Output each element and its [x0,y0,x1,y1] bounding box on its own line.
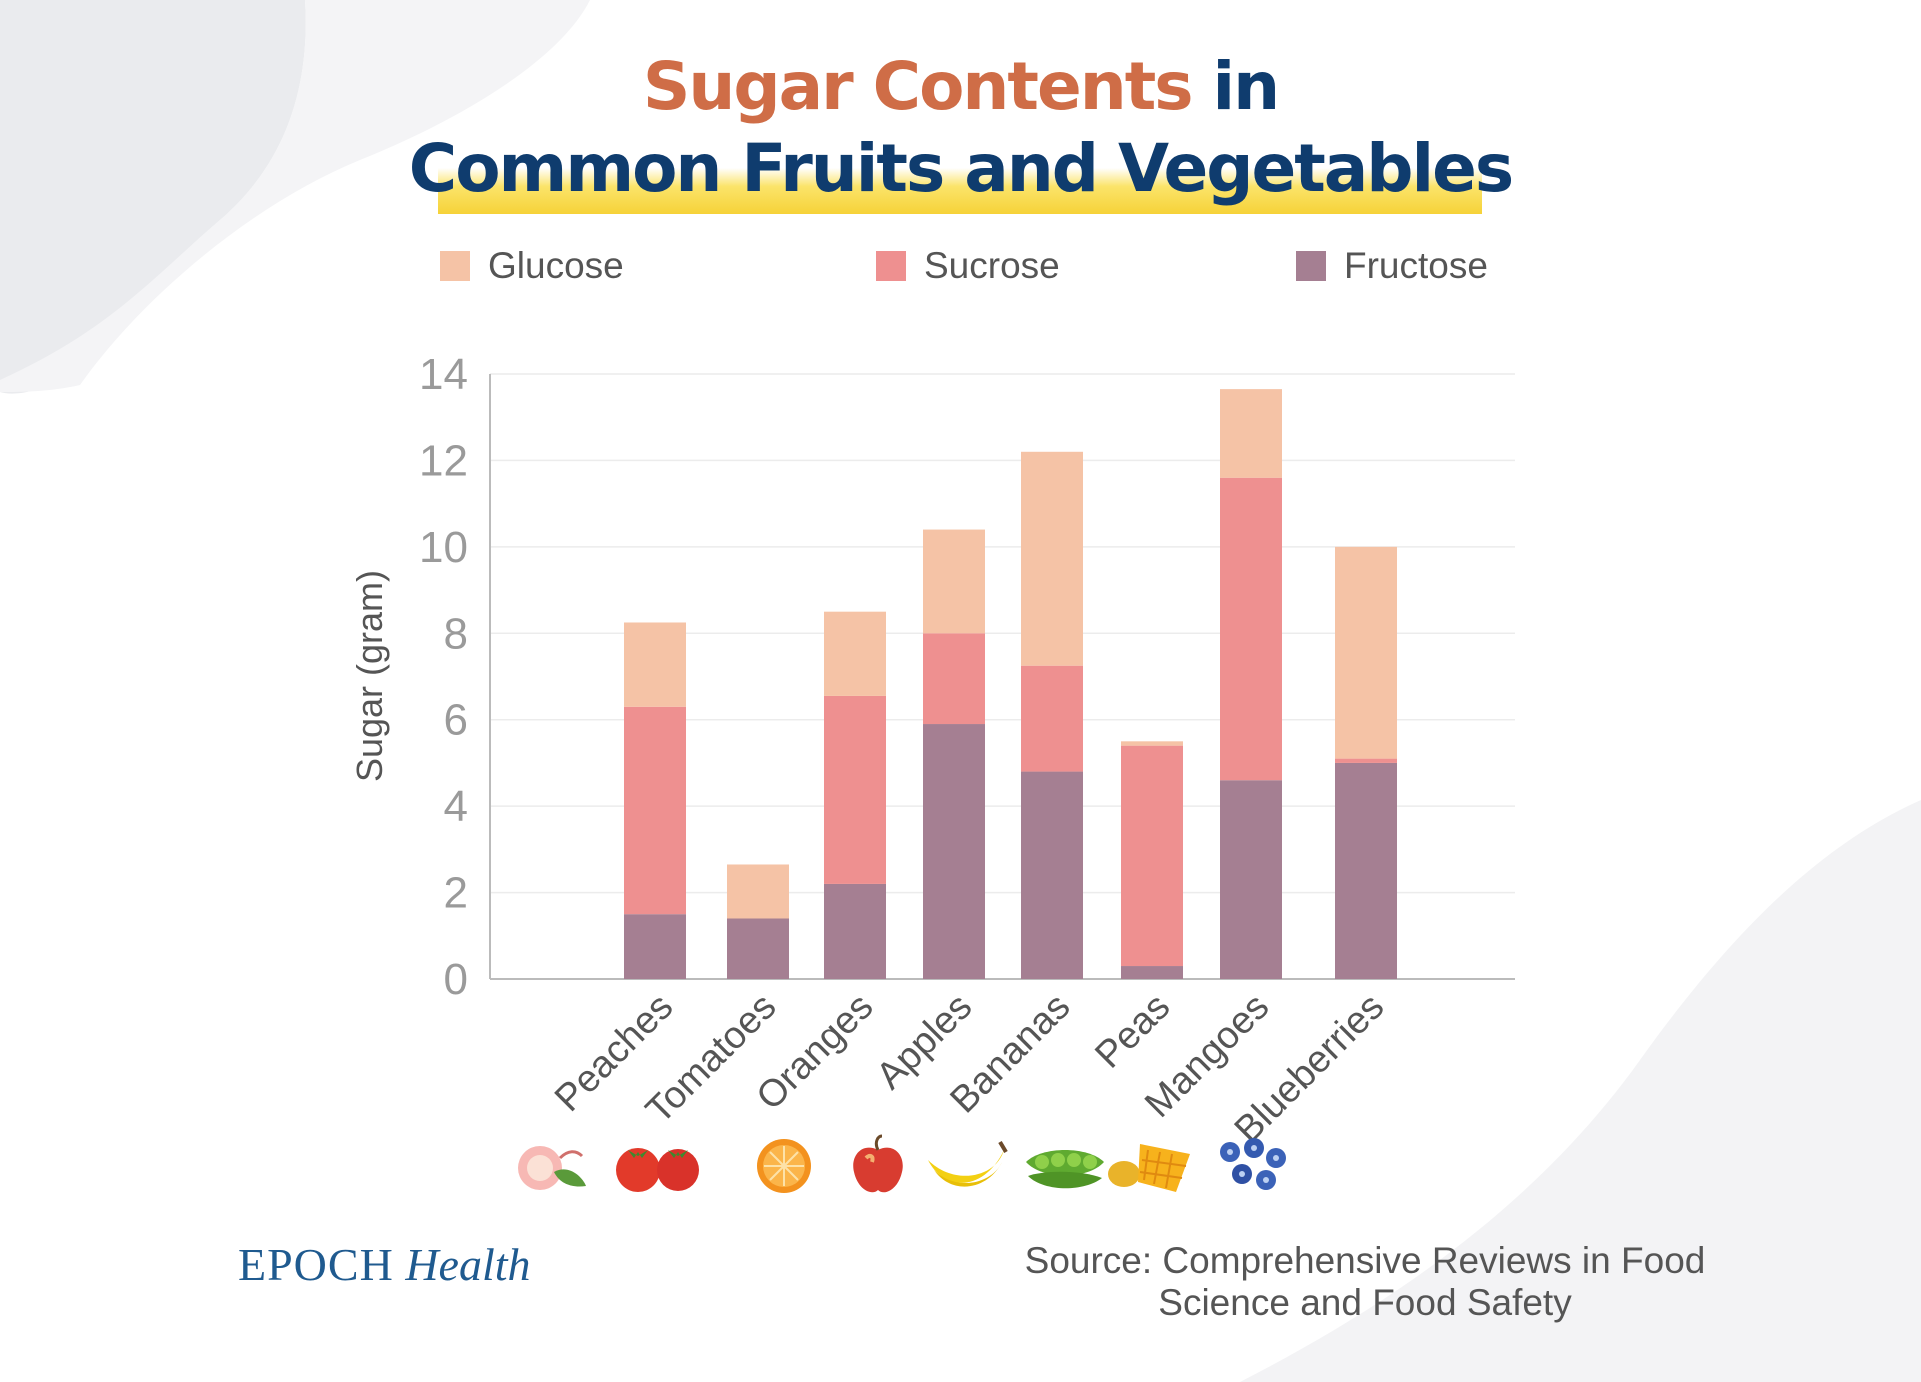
legend-item-glucose: Glucose [440,244,624,288]
bar-fructose-oranges [824,883,886,979]
bar-sucrose-oranges [824,695,886,884]
bar-sucrose-apples [923,633,985,725]
brand-logo-part2: Health [405,1239,531,1290]
legend-item-sucrose: Sucrose [876,244,1060,288]
bar-glucose-blueberries [1335,546,1397,759]
source-line2: Science and Food Safety [1158,1282,1572,1323]
y-tick-label: 10 [419,523,468,572]
x-tick-label: Peas [1087,986,1178,1077]
bar-fructose-blueberries [1335,762,1397,979]
title-highlight-bar [438,168,1482,214]
bar-sucrose-bananas [1021,665,1083,772]
bar-sucrose-peas [1121,745,1183,967]
title-accent-text: Sugar Contents [642,48,1194,125]
banana-icon [928,1140,1008,1187]
legend-swatch-sucrose [876,251,906,281]
bar-sucrose-blueberries [1335,758,1397,763]
y-tick-label: 14 [419,350,468,399]
peach-icon [518,1146,586,1190]
bar-fructose-apples [923,724,985,979]
legend-swatch-fructose [1296,251,1326,281]
legend-label-fructose: Fructose [1344,245,1488,286]
legend-label-glucose: Glucose [488,245,624,286]
bar-sucrose-mangoes [1220,477,1282,781]
y-tick-label: 8 [444,609,468,658]
y-tick-label: 2 [444,869,468,918]
y-tick-label: 12 [419,436,468,485]
blueberry-icon [1220,1138,1286,1190]
legend-item-fructose: Fructose [1296,244,1488,288]
bar-fructose-tomatoes [727,918,789,979]
bar-glucose-mangoes [1220,389,1282,478]
y-tick-label: 0 [444,955,468,1004]
source-note: Source: Comprehensive Reviews in Food Sc… [1000,1240,1730,1324]
y-axis-title: Sugar (gram) [349,570,390,782]
tomato-icon [616,1148,699,1192]
peas-icon [1026,1150,1104,1189]
bar-fructose-peas [1121,966,1183,979]
bar-glucose-peas [1121,741,1183,746]
mango-icon [1108,1144,1190,1192]
chart-title-line2: Common Fruits and Vegetables [408,130,1514,207]
bar-sucrose-peaches [624,706,686,915]
orange-icon [757,1139,811,1193]
source-line1: Source: Comprehensive Reviews in Food [1024,1240,1706,1281]
title-rest-text: in [1191,48,1281,125]
brand-logo-part1: EPOCH [238,1239,394,1290]
bar-glucose-apples [923,529,985,634]
bar-fructose-mangoes [1220,780,1282,979]
y-tick-label: 4 [444,782,468,831]
bar-glucose-oranges [824,611,886,696]
chart-title-line1: Sugar Contents in [0,48,1921,125]
bar-glucose-bananas [1021,451,1083,666]
y-tick-label: 6 [444,696,468,745]
bar-glucose-peaches [624,622,686,707]
legend-swatch-glucose [440,251,470,281]
legend-label-sucrose: Sucrose [924,245,1060,286]
brand-logo: EPOCH Health [238,1238,531,1291]
apple-icon [853,1134,903,1193]
bar-fructose-peaches [624,914,686,979]
bar-fructose-bananas [1021,771,1083,979]
bar-glucose-tomatoes [727,864,789,919]
